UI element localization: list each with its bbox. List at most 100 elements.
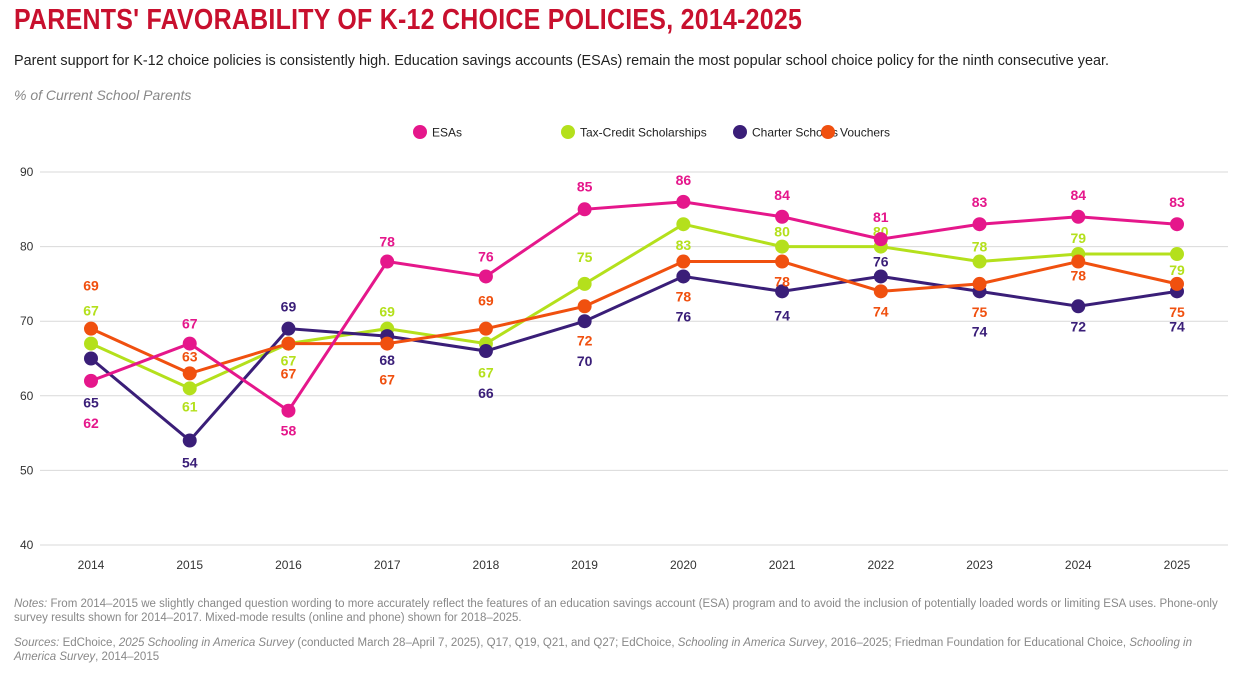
x-tick-label: 2016	[275, 558, 302, 572]
data-label: 84	[1070, 187, 1086, 203]
data-point	[577, 276, 592, 291]
y-tick-label: 60	[20, 389, 34, 403]
data-point	[1170, 217, 1184, 232]
chart-notes: Notes: From 2014–2015 we slightly change…	[14, 597, 1224, 625]
data-label: 75	[577, 249, 593, 265]
data-point	[84, 336, 98, 351]
sources-text: (conducted March 28–April 7, 2025), Q17,…	[294, 637, 678, 649]
data-label: 81	[873, 209, 889, 225]
data-label: 76	[478, 248, 494, 264]
data-point	[676, 269, 691, 284]
data-label: 75	[972, 304, 988, 320]
data-label: 67	[182, 316, 198, 332]
y-tick-label: 80	[20, 240, 34, 254]
y-tick-label: 50	[20, 463, 34, 477]
notes-label: Notes:	[14, 598, 48, 610]
x-tick-label: 2014	[78, 558, 105, 572]
chart-sources: Sources: EdChoice, 2025 Schooling in Ame…	[14, 636, 1224, 664]
data-label: 83	[676, 237, 692, 253]
data-point	[1071, 254, 1086, 269]
data-label: 80	[774, 224, 790, 240]
data-label: 63	[182, 348, 198, 364]
data-point	[577, 299, 592, 314]
data-label: 74	[774, 307, 790, 323]
data-point	[775, 239, 790, 254]
data-label: 69	[478, 293, 494, 309]
data-label: 69	[281, 299, 297, 315]
data-label: 76	[676, 308, 692, 324]
data-point	[281, 336, 296, 351]
data-label: 66	[478, 385, 494, 401]
data-point	[182, 336, 197, 351]
sources-title: Schooling in America Survey	[14, 637, 1192, 663]
x-tick-label: 2022	[867, 558, 894, 572]
chart-subtitle: Parent support for K-12 choice policies …	[14, 52, 1109, 69]
data-label: 79	[1169, 262, 1185, 278]
data-label: 85	[577, 178, 593, 194]
y-tick-label: 40	[20, 538, 34, 552]
data-label: 54	[182, 455, 198, 471]
data-label: 78	[774, 274, 790, 290]
data-label: 83	[1169, 194, 1185, 210]
y-axis-label: % of Current School Parents	[14, 87, 192, 103]
data-point	[1170, 276, 1184, 291]
data-label: 83	[972, 194, 988, 210]
chart-title: PARENTS' FAVORABILITY OF K-12 CHOICE POL…	[14, 4, 803, 36]
data-point	[84, 373, 98, 388]
data-point	[775, 284, 790, 299]
data-point	[873, 284, 888, 299]
data-point	[1071, 299, 1086, 314]
data-point	[972, 276, 987, 291]
sources-text: EdChoice,	[59, 637, 119, 649]
data-point	[775, 209, 790, 224]
data-label: 84	[774, 187, 790, 203]
data-label: 62	[83, 415, 99, 431]
x-tick-label: 2021	[769, 558, 796, 572]
data-point	[478, 321, 493, 336]
data-label: 86	[676, 172, 692, 188]
sources-text: , 2014–2015	[95, 651, 160, 663]
data-point	[873, 269, 888, 284]
data-label: 78	[379, 234, 395, 250]
data-label: 67	[281, 366, 297, 382]
y-tick-label: 90	[20, 165, 34, 179]
data-point	[478, 269, 493, 284]
legend-marker	[733, 125, 747, 139]
x-tick-label: 2018	[473, 558, 500, 572]
data-label: 61	[182, 398, 198, 414]
y-tick-label: 70	[20, 314, 34, 328]
legend-marker	[821, 125, 835, 139]
data-label: 67	[379, 372, 395, 388]
data-point	[1170, 247, 1184, 262]
x-tick-label: 2015	[176, 558, 203, 572]
x-tick-label: 2019	[571, 558, 598, 572]
data-label: 68	[379, 352, 395, 368]
data-label: 74	[873, 303, 889, 319]
x-tick-label: 2023	[966, 558, 993, 572]
data-point	[1071, 209, 1086, 224]
legend-label: Vouchers	[840, 126, 890, 140]
data-point	[84, 351, 98, 366]
data-point	[676, 194, 691, 209]
data-point	[182, 433, 197, 448]
data-label: 70	[577, 353, 593, 369]
data-label: 67	[478, 365, 494, 381]
data-label: 69	[379, 304, 395, 320]
sources-label: Sources:	[14, 637, 60, 649]
notes-text: From 2014–2015 we slightly changed quest…	[14, 598, 1218, 624]
sources-title: 2025 Schooling in America Survey	[118, 637, 295, 649]
x-tick-label: 2020	[670, 558, 697, 572]
data-point	[577, 314, 592, 329]
x-tick-label: 2017	[374, 558, 401, 572]
data-label: 79	[1070, 230, 1086, 246]
data-point	[182, 381, 197, 396]
series-line	[90, 259, 1178, 376]
data-label: 78	[1070, 268, 1086, 284]
data-label: 74	[972, 323, 988, 339]
data-label: 69	[83, 278, 99, 294]
data-label: 67	[281, 353, 297, 369]
data-label: 65	[83, 395, 99, 411]
data-label: 75	[1169, 304, 1185, 320]
data-point	[577, 202, 592, 217]
sources-title: Schooling in America Survey	[677, 637, 825, 649]
